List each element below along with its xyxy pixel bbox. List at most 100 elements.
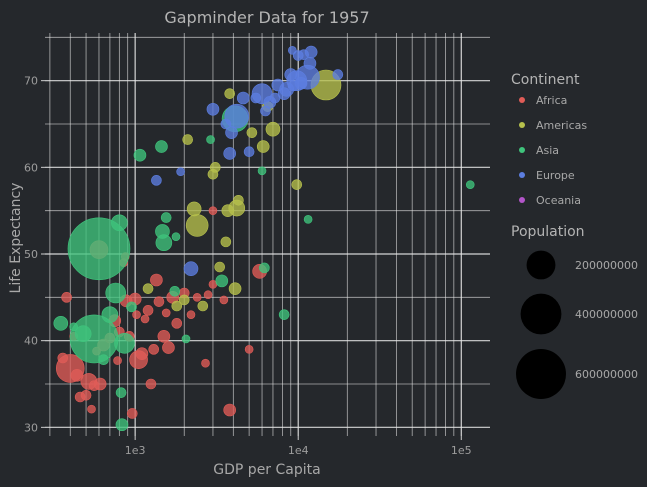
y-tick-label: 60 (24, 161, 38, 174)
y-tick-label: 70 (24, 75, 38, 88)
data-point-europe (183, 261, 199, 277)
data-point-americas (178, 294, 190, 306)
data-point-europe (303, 57, 317, 70)
data-point-asia (115, 418, 129, 432)
x-tick-label: 1e5 (451, 444, 472, 457)
legend-marker-africa (519, 97, 525, 103)
data-point-americas (142, 283, 154, 294)
data-point-asia (206, 135, 215, 144)
chart-title: Gapminder Data for 1957 (164, 8, 369, 27)
legend-marker-oceania (519, 197, 525, 203)
population-legend-marker (520, 293, 562, 335)
data-point-africa (186, 310, 196, 319)
data-point-africa (244, 345, 254, 354)
data-point-asia (169, 285, 181, 297)
data-point-americas (291, 179, 303, 190)
data-point-africa (126, 408, 138, 419)
y-tick-label: 40 (24, 335, 38, 348)
data-point-americas (228, 282, 242, 295)
data-point-africa (219, 295, 229, 305)
data-point-asia (126, 301, 137, 313)
data-point-asia (303, 215, 313, 224)
data-point-europe (206, 102, 220, 116)
data-point-asia (111, 214, 128, 232)
data-point-asia (257, 166, 267, 176)
y-tick-label: 30 (24, 421, 38, 434)
data-point-africa (87, 404, 96, 414)
data-point-europe (243, 146, 255, 158)
data-point-europe (225, 126, 238, 139)
data-point-asia (133, 148, 147, 162)
data-point-africa (153, 296, 165, 307)
data-point-africa (70, 369, 84, 382)
data-point-africa (162, 341, 175, 354)
population-legend-title: Population (511, 224, 585, 240)
legend-label-asia: Asia (536, 144, 559, 157)
data-point-europe (223, 147, 236, 160)
legend-marker-europe (519, 172, 525, 178)
data-point-asia (278, 309, 290, 320)
data-point-africa (201, 358, 210, 368)
data-point-asia (115, 387, 127, 398)
data-point-africa (135, 347, 149, 360)
data-point-americas (214, 261, 226, 273)
x-axis-title: GDP per Capita (213, 462, 320, 478)
data-point-europe (288, 46, 297, 55)
population-legend-label: 600000000 (575, 368, 638, 381)
data-point-asia (101, 306, 119, 323)
data-point-africa (80, 389, 92, 401)
data-point-americas (185, 214, 209, 237)
data-point-americas (197, 300, 209, 312)
data-point-africa (148, 344, 160, 355)
data-point-africa (150, 273, 163, 287)
data-point-africa (113, 356, 122, 365)
data-point-europe (332, 69, 344, 80)
y-axis-title: Life Expectancy (8, 183, 24, 294)
data-point-americas (220, 236, 232, 248)
data-point-africa (157, 330, 171, 343)
data-point-africa (145, 378, 157, 390)
data-point-africa (192, 293, 202, 302)
data-point-europe (236, 91, 250, 105)
data-point-africa (142, 305, 154, 316)
x-axis-ticks: 1e3 1e4 1e5 (125, 436, 472, 457)
data-point-africa (61, 292, 72, 303)
data-point-asia (98, 354, 109, 366)
data-point-asia (171, 232, 181, 241)
data-point-americas (182, 134, 193, 145)
population-legend-label: 200000000 (575, 259, 638, 272)
y-tick-label: 50 (24, 248, 38, 261)
data-point-americas (171, 300, 183, 312)
data-point-asia (105, 282, 127, 304)
data-point-europe (176, 167, 185, 176)
data-point-americas (265, 121, 281, 137)
data-point-africa (161, 308, 171, 318)
data-point-europe (304, 45, 318, 59)
data-point-asia (155, 140, 168, 153)
continent-legend-title: Continent (511, 72, 580, 88)
data-point-africa (203, 290, 213, 300)
data-point-asia (181, 334, 191, 344)
data-point-americas (186, 201, 202, 217)
data-points (53, 45, 475, 432)
data-point-africa (171, 318, 183, 329)
legend-label-oceania: Oceania (536, 194, 581, 207)
data-point-asia (160, 212, 172, 223)
data-point-africa (132, 310, 141, 319)
data-point-americas (246, 127, 258, 138)
data-point-africa (208, 206, 218, 215)
continent-legend[interactable]: Africa Americas Asia Europe Oceania (519, 94, 587, 207)
data-point-asia (259, 262, 270, 274)
data-point-europe (151, 175, 162, 186)
data-point-europe (224, 103, 250, 129)
x-tick-label: 1e3 (125, 444, 146, 457)
legend-label-africa: Africa (536, 94, 567, 107)
legend-label-americas: Americas (536, 119, 587, 132)
data-point-asia (53, 316, 69, 331)
data-point-americas (233, 194, 244, 206)
data-point-americas (224, 88, 235, 99)
data-point-africa (140, 314, 150, 324)
data-point-asia (465, 180, 475, 189)
data-point-asia (114, 332, 135, 354)
